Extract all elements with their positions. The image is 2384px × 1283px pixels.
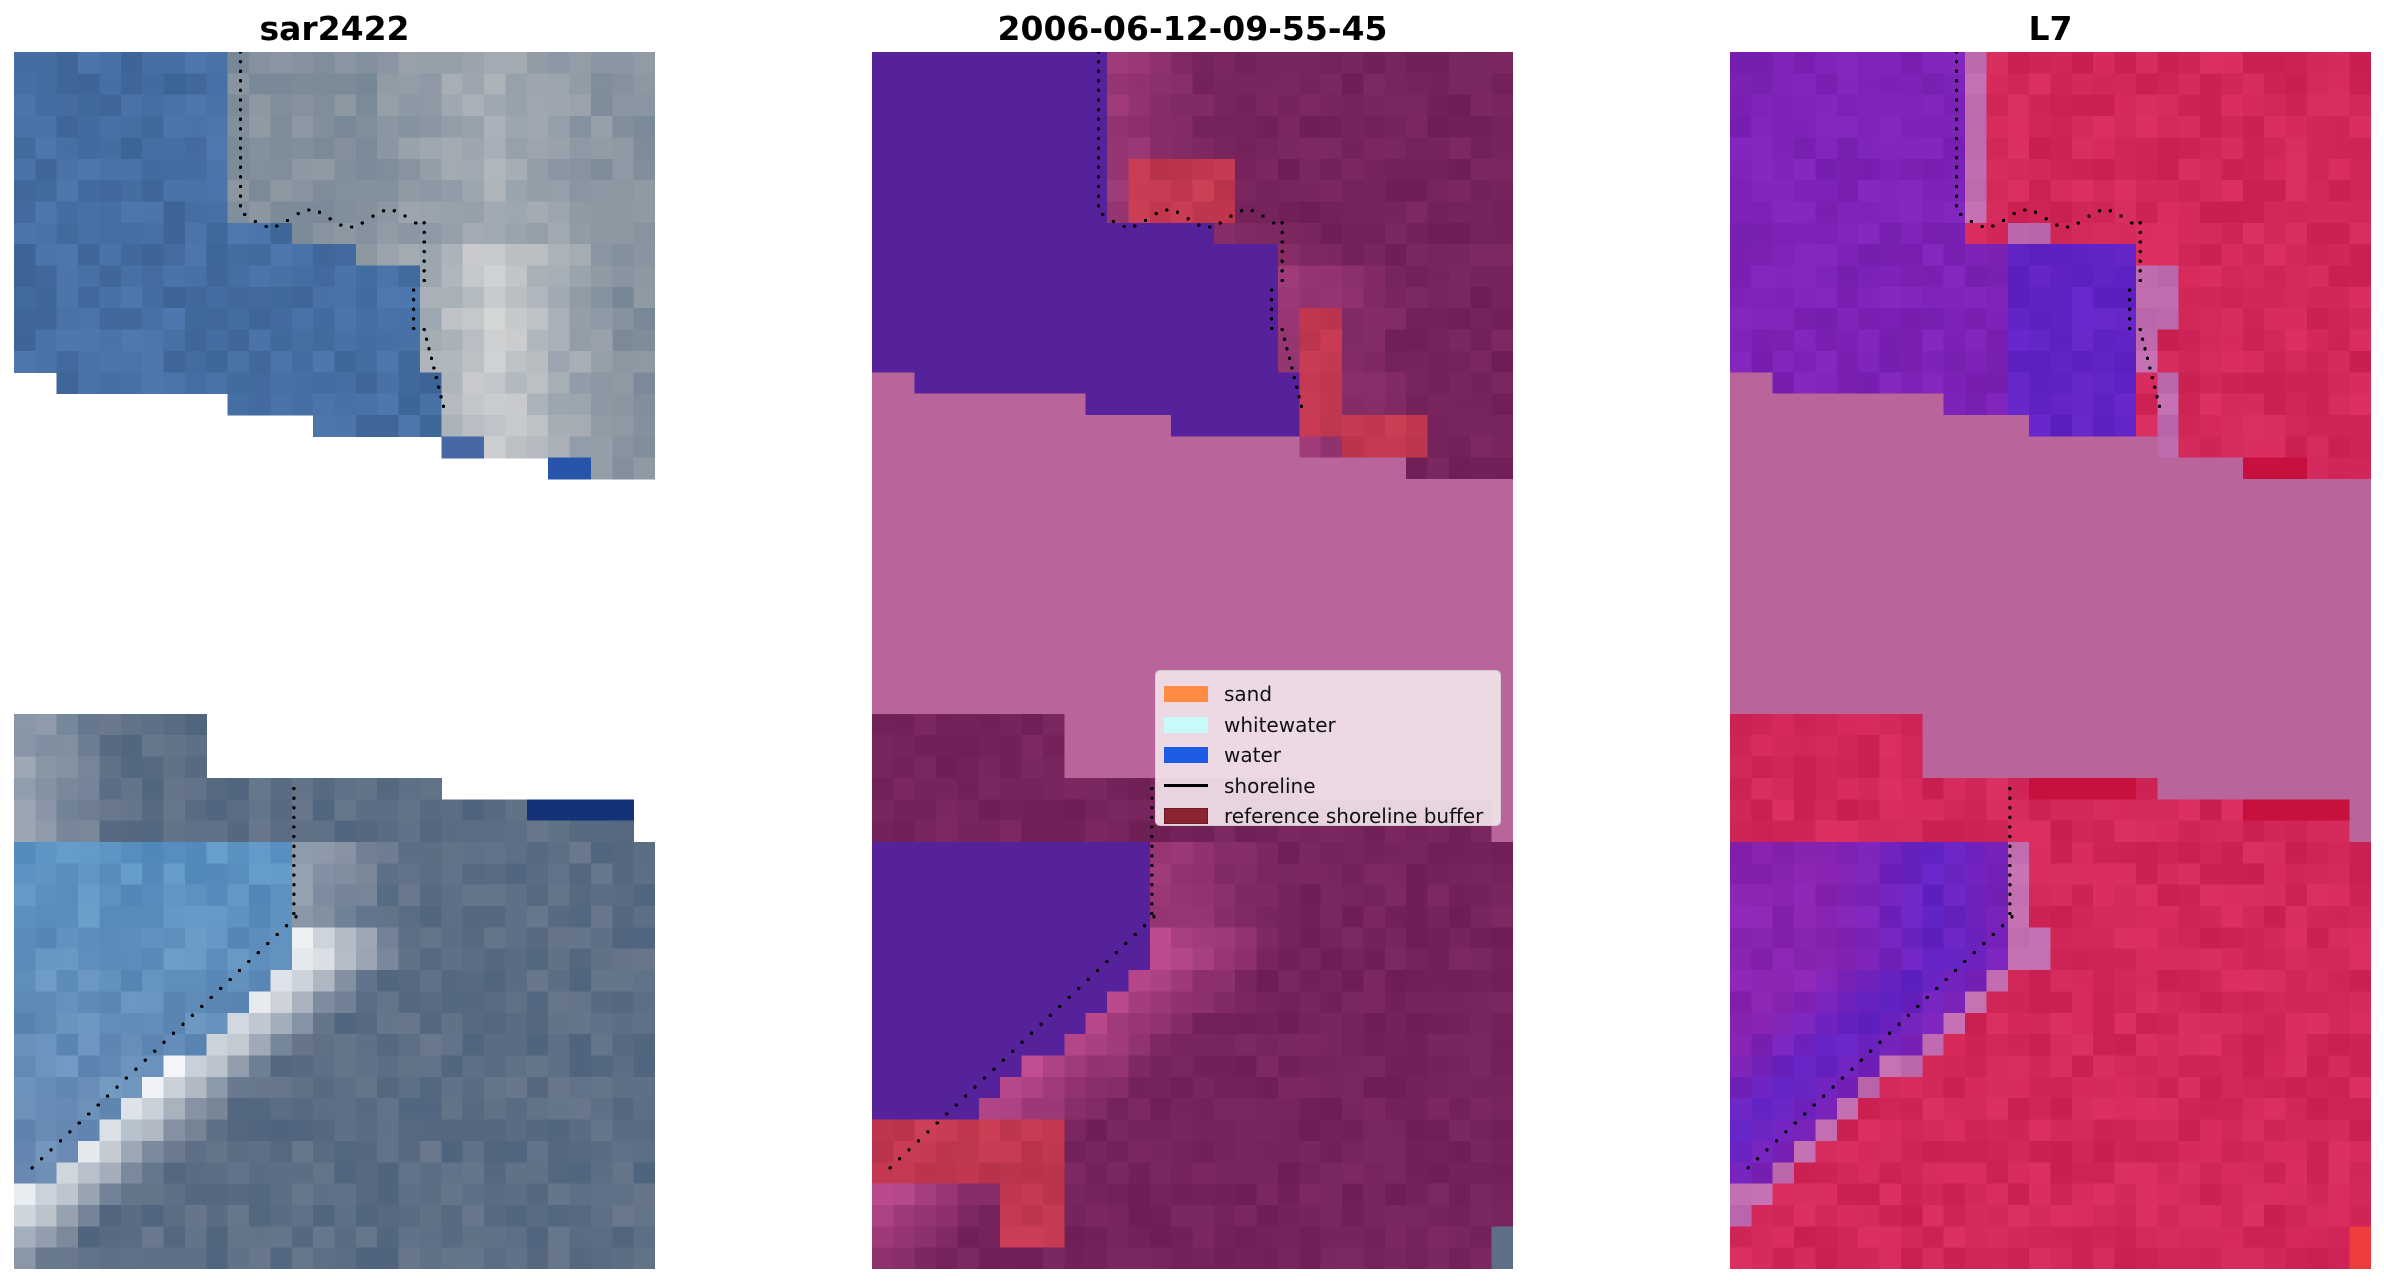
sand-swatch <box>1164 686 1208 703</box>
index-raster <box>1730 52 2371 1269</box>
legend-label-whitewater: whitewater <box>1224 712 1336 737</box>
legend: sand whitewater water shoreline referenc… <box>1155 670 1501 828</box>
shoreline-dots <box>888 52 1304 1170</box>
classified-image <box>872 52 1513 1269</box>
index-image <box>1730 52 2371 1269</box>
shoreline-dots <box>1746 52 2162 1170</box>
legend-item-shoreline: shoreline <box>1164 771 1494 802</box>
water-swatch <box>1164 747 1208 764</box>
panel-title-date: 2006-06-12-09-55-45 <box>997 9 1388 48</box>
shoreline-dots <box>30 52 446 1170</box>
reference-buffer-swatch <box>1164 808 1208 825</box>
rgb-raster <box>14 52 655 1269</box>
whitewater-swatch <box>1164 716 1208 733</box>
shoreline-line-swatch <box>1164 784 1208 788</box>
legend-item-whitewater: whitewater <box>1164 710 1494 741</box>
legend-item-reference-buffer: reference shoreline buffer <box>1164 801 1494 832</box>
legend-label-reference-buffer: reference shoreline buffer <box>1224 804 1484 829</box>
legend-item-water: water <box>1164 740 1494 771</box>
rgb-satellite-image <box>14 52 655 1269</box>
legend-label-shoreline: shoreline <box>1224 773 1316 798</box>
panel-title-rgb: sar2422 <box>259 9 410 48</box>
legend-label-water: water <box>1224 743 1281 768</box>
legend-item-sand: sand <box>1164 679 1494 710</box>
panel-title-satellite: L7 <box>2028 9 2073 48</box>
legend-label-sand: sand <box>1224 682 1273 707</box>
classified-raster <box>872 52 1513 1269</box>
